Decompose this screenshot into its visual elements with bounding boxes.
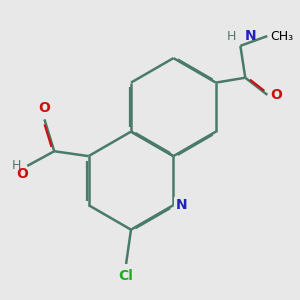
Text: H: H xyxy=(227,30,236,44)
Text: Cl: Cl xyxy=(118,269,134,283)
Text: N: N xyxy=(244,29,256,44)
Text: N: N xyxy=(176,198,188,212)
Text: O: O xyxy=(270,88,282,102)
Text: CH₃: CH₃ xyxy=(270,30,293,43)
Text: O: O xyxy=(16,167,28,181)
Text: O: O xyxy=(38,101,50,116)
Text: H: H xyxy=(12,159,21,172)
